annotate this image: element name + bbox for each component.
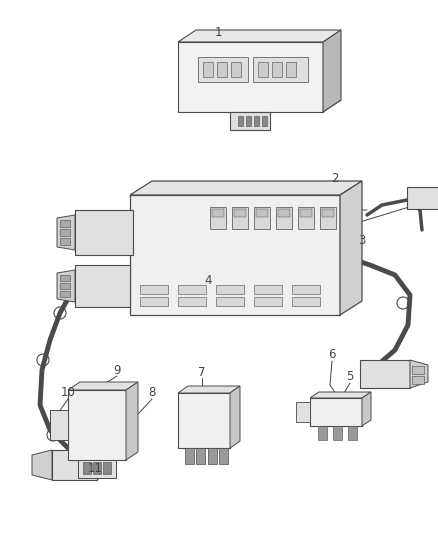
Polygon shape [57,270,75,302]
Bar [219,448,228,464]
Bar [208,448,217,464]
Bar [93,462,101,474]
Polygon shape [296,402,310,422]
Bar [262,116,267,126]
Text: 5: 5 [346,370,354,384]
Bar [60,220,70,227]
Bar [292,285,320,294]
Polygon shape [50,410,68,440]
Bar [60,275,70,281]
Bar [412,366,424,374]
Bar [272,62,282,77]
Bar [412,376,424,384]
Text: 3: 3 [358,233,366,246]
Bar [278,209,290,217]
Bar [140,297,168,306]
Polygon shape [362,392,371,426]
Polygon shape [230,112,270,130]
Bar [256,209,268,217]
Bar [185,448,194,464]
Polygon shape [407,187,438,209]
Bar [254,285,282,294]
Bar [217,62,227,77]
Polygon shape [230,386,240,448]
Polygon shape [178,386,240,393]
Bar [83,462,91,474]
Polygon shape [178,100,341,112]
Bar [292,297,320,306]
Bar [178,297,206,306]
Polygon shape [410,360,428,388]
Bar [140,285,168,294]
Bar [198,57,248,82]
Bar [254,297,282,306]
Text: 11: 11 [88,462,102,474]
Bar [300,209,312,217]
Bar [210,207,226,229]
Bar [196,448,205,464]
Bar [348,426,357,440]
Bar [103,462,111,474]
Bar [333,426,342,440]
Bar [254,116,259,126]
Bar [231,62,241,77]
Polygon shape [323,30,341,112]
Text: 8: 8 [148,386,155,400]
Polygon shape [32,450,52,480]
Bar [254,207,270,229]
Bar [258,62,268,77]
Bar [320,207,336,229]
Bar [178,285,206,294]
Text: 9: 9 [113,364,121,376]
Polygon shape [68,382,138,390]
Polygon shape [130,181,362,195]
Bar [212,209,224,217]
Polygon shape [178,42,323,112]
Bar [253,57,308,82]
Polygon shape [57,215,75,250]
Text: 10: 10 [60,386,75,400]
Bar [322,209,334,217]
Bar [203,62,213,77]
Polygon shape [68,390,126,460]
Bar [238,116,243,126]
Bar [234,209,246,217]
Bar [276,207,292,229]
Polygon shape [78,460,116,478]
Polygon shape [52,450,97,480]
Polygon shape [126,382,138,460]
Polygon shape [310,392,371,398]
Text: 4: 4 [204,273,212,287]
Bar [60,291,70,297]
Polygon shape [360,360,410,388]
Polygon shape [130,195,340,315]
Bar [232,207,248,229]
Text: 1: 1 [214,26,222,38]
Bar [246,116,251,126]
Bar [318,426,327,440]
Polygon shape [340,181,362,315]
Bar [60,238,70,245]
Bar [298,207,314,229]
Polygon shape [310,398,362,426]
Bar [60,229,70,236]
Polygon shape [75,265,130,307]
Text: 6: 6 [328,349,336,361]
Bar [216,297,244,306]
Polygon shape [75,210,133,255]
Bar [60,283,70,289]
Text: 2: 2 [331,172,339,184]
Polygon shape [178,30,341,42]
Bar [286,62,296,77]
Text: 7: 7 [198,366,206,378]
Bar [216,285,244,294]
Polygon shape [178,393,230,448]
